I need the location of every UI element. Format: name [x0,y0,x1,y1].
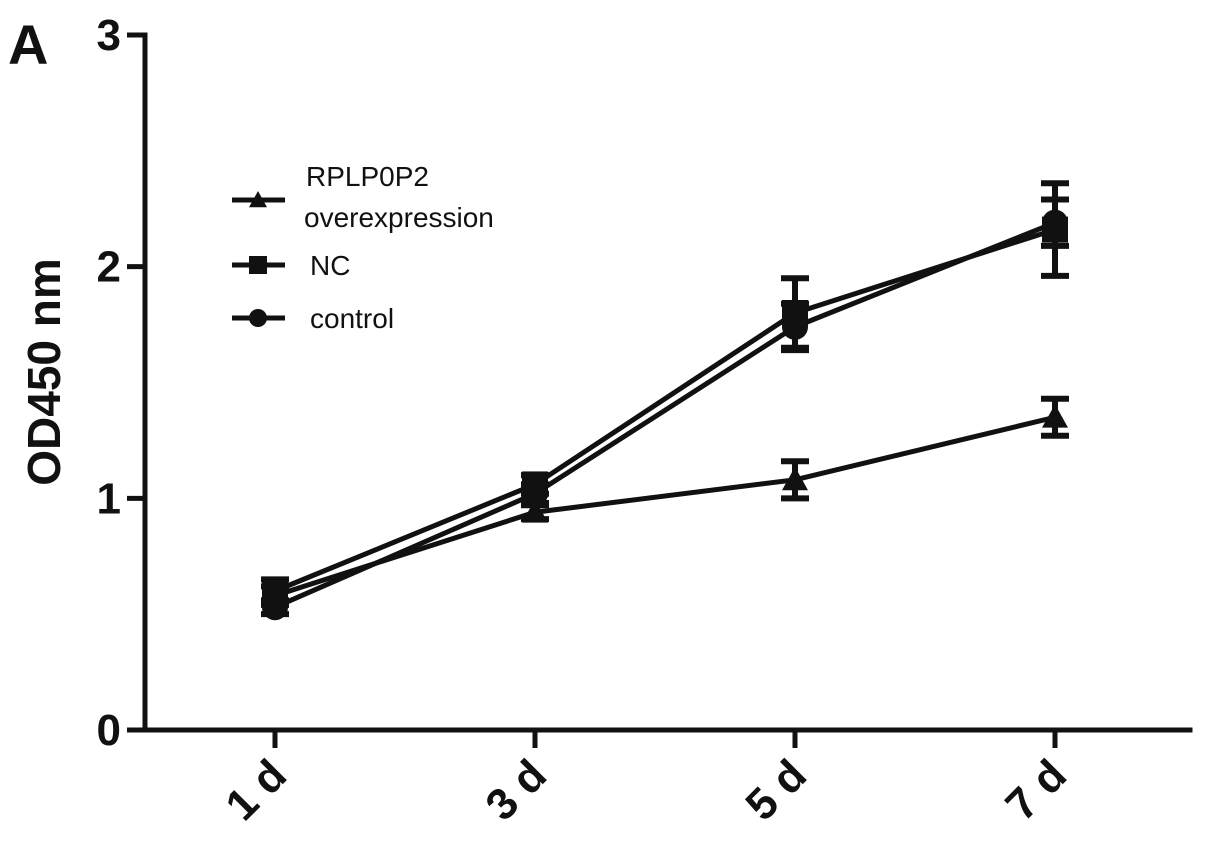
legend-label: RPLP0P2 [306,161,429,192]
legend-marker-circle [249,309,267,327]
y-tick-label: 0 [97,706,121,755]
data-point-circle [782,313,808,340]
data-point-triangle [782,466,808,491]
legend-item-square: NC [232,250,350,281]
legend-label: NC [310,250,350,281]
data-point-circle [1042,209,1068,236]
legend-marker-square [249,256,267,274]
x-tick-label: 3 d [476,750,556,830]
series-line [274,414,1056,599]
panel-label: A [8,13,48,76]
data-point-circle [522,480,548,507]
legend-marker-triangle [249,191,267,208]
series-line [274,227,1056,594]
series-square [261,180,1069,606]
y-tick-label: 2 [97,243,121,292]
x-tick-label: 1 d [216,750,296,830]
legend-label: control [310,303,394,334]
x-tick-label: 5 d [736,750,816,830]
legend-item-circle: control [232,303,394,334]
legend-label: overexpression [304,202,494,233]
y-tick-label: 3 [97,11,121,60]
axes: 0 1 2 3 1 d 3 d 5 d 7 d [97,11,1193,830]
series-triangle [261,395,1069,608]
series-layer [261,180,1069,621]
legend-item-triangle: RPLP0P2 overexpression [232,161,494,233]
data-point-triangle [522,499,548,523]
y-tick-label: 1 [97,474,121,523]
data-point-triangle [1042,404,1068,428]
legend: RPLP0P2 overexpression NC control [232,161,494,334]
x-tick-label: 7 d [996,750,1076,830]
series-line [273,220,1056,610]
series-circle [261,196,1069,621]
y-axis-label: OD450 nm [18,258,70,486]
data-point-circle [262,594,288,621]
